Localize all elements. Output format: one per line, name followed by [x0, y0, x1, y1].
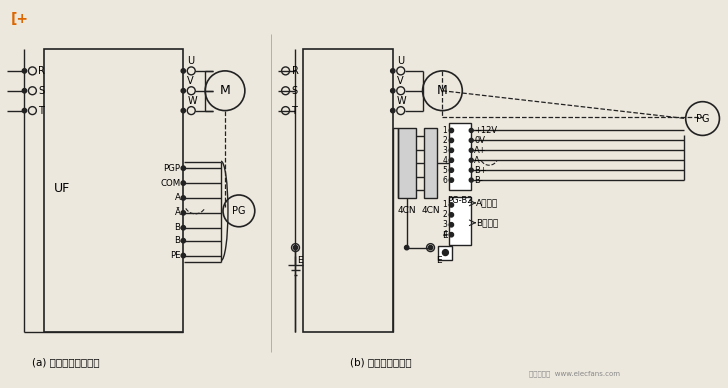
Text: B-: B-: [474, 176, 483, 185]
Text: A: A: [175, 194, 181, 203]
Text: 3: 3: [443, 220, 448, 229]
Text: A-: A-: [474, 156, 483, 165]
Circle shape: [449, 203, 454, 207]
Text: 1: 1: [443, 201, 448, 210]
Text: 4CN: 4CN: [397, 206, 416, 215]
Circle shape: [449, 232, 454, 237]
Bar: [304, 49, 393, 332]
Text: M: M: [220, 84, 230, 97]
Text: V: V: [397, 76, 403, 86]
Text: PGP: PGP: [163, 164, 181, 173]
Text: W: W: [397, 95, 406, 106]
Text: 4: 4: [443, 230, 448, 239]
Text: S: S: [291, 86, 298, 96]
Circle shape: [449, 128, 454, 133]
Circle shape: [181, 181, 186, 185]
Text: S: S: [39, 86, 44, 96]
Circle shape: [181, 239, 186, 243]
Circle shape: [470, 128, 473, 132]
Circle shape: [449, 213, 454, 217]
Text: E: E: [443, 231, 448, 240]
Text: B: B: [174, 223, 181, 232]
Text: 4CN: 4CN: [422, 206, 440, 215]
Circle shape: [391, 108, 395, 113]
Circle shape: [181, 196, 186, 200]
Bar: [449, 123, 471, 190]
Text: B̄: B̄: [174, 236, 181, 245]
Circle shape: [181, 88, 186, 93]
Text: U: U: [187, 56, 194, 66]
Text: Ā: Ā: [175, 208, 181, 217]
Circle shape: [449, 138, 454, 142]
Circle shape: [405, 246, 409, 250]
Bar: [438, 246, 452, 260]
Circle shape: [23, 88, 27, 93]
Circle shape: [470, 178, 473, 182]
Text: T: T: [39, 106, 44, 116]
Bar: [424, 128, 438, 198]
Circle shape: [470, 139, 473, 142]
Text: PG: PG: [696, 114, 709, 123]
Circle shape: [181, 69, 186, 73]
Circle shape: [181, 253, 186, 258]
Text: PE: PE: [170, 251, 181, 260]
Circle shape: [470, 168, 473, 172]
Circle shape: [443, 249, 448, 256]
Text: COM: COM: [160, 178, 181, 187]
Circle shape: [23, 108, 27, 113]
Circle shape: [449, 178, 454, 182]
Text: 1: 1: [443, 126, 448, 135]
Circle shape: [181, 108, 186, 113]
Circle shape: [391, 88, 395, 93]
Text: V: V: [187, 76, 194, 86]
Circle shape: [449, 168, 454, 172]
Circle shape: [470, 158, 473, 162]
Text: 5: 5: [443, 166, 448, 175]
Text: M: M: [437, 84, 448, 97]
Text: R: R: [39, 66, 45, 76]
Text: PG: PG: [232, 206, 245, 216]
Circle shape: [470, 148, 473, 152]
Text: U: U: [397, 56, 404, 66]
Bar: [449, 197, 471, 245]
Text: UF: UF: [54, 182, 71, 194]
Text: 6: 6: [443, 176, 448, 185]
Text: 2: 2: [443, 136, 448, 145]
Circle shape: [428, 246, 432, 250]
Circle shape: [293, 246, 298, 250]
Circle shape: [449, 158, 454, 163]
Text: [+: [+: [10, 12, 28, 26]
Text: +12V: +12V: [474, 126, 497, 135]
Text: E: E: [298, 256, 303, 265]
Text: B+: B+: [474, 166, 487, 175]
Text: A+: A+: [474, 146, 487, 155]
Bar: [44, 49, 183, 332]
Text: 4: 4: [443, 156, 448, 165]
Text: B相脉冲: B相脉冲: [476, 218, 499, 227]
Text: PG-B2: PG-B2: [448, 196, 473, 205]
Text: R: R: [291, 66, 298, 76]
Circle shape: [449, 148, 454, 152]
Text: 3: 3: [443, 146, 448, 155]
Text: (a) 与变频器直接连接: (a) 与变频器直接连接: [32, 357, 100, 367]
Text: E: E: [437, 256, 442, 265]
Bar: [397, 128, 416, 198]
Circle shape: [181, 211, 186, 215]
Circle shape: [181, 166, 186, 170]
Text: T: T: [291, 106, 298, 116]
Text: A相脉冲: A相脉冲: [476, 198, 499, 208]
Circle shape: [181, 225, 186, 230]
Text: 电子发烧友  www.elecfans.com: 电子发烧友 www.elecfans.com: [529, 370, 620, 377]
Text: W: W: [187, 95, 197, 106]
Text: 2: 2: [443, 210, 448, 219]
Text: 0V: 0V: [474, 136, 485, 145]
Circle shape: [391, 69, 395, 73]
Text: (b) 通过控制卡连接: (b) 通过控制卡连接: [350, 357, 412, 367]
Circle shape: [449, 223, 454, 227]
Circle shape: [23, 69, 27, 73]
